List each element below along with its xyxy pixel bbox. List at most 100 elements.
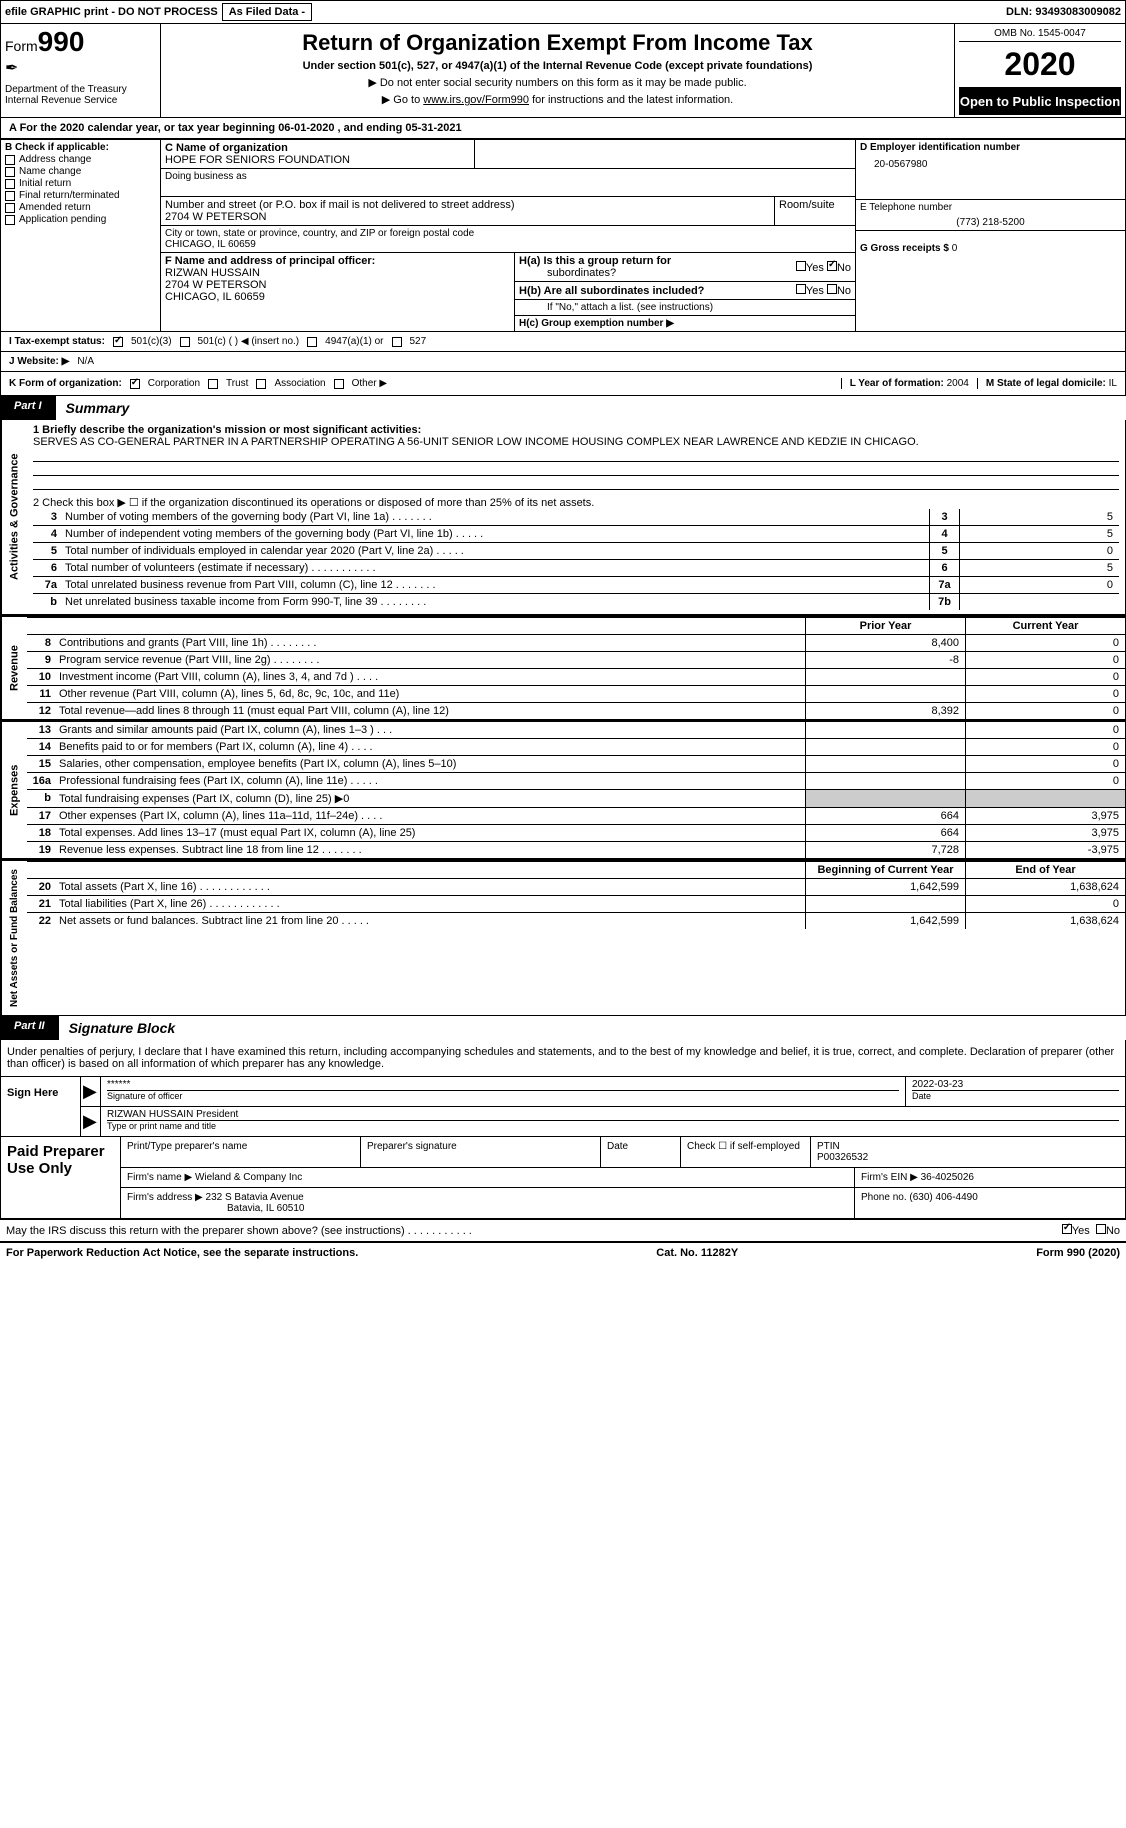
form-header: Form990 ✒ Department of the Treasury Int…	[0, 24, 1126, 117]
summary-line: 3Number of voting members of the governi…	[33, 509, 1119, 525]
cat-no: Cat. No. 11282Y	[656, 1247, 738, 1259]
netasset-line: 21Total liabilities (Part X, line 26) . …	[27, 895, 1125, 912]
revenue-line: 10Investment income (Part VIII, column (…	[27, 668, 1125, 685]
asfiled-box: As Filed Data -	[222, 3, 312, 21]
city-label: City or town, state or province, country…	[165, 228, 851, 239]
corp-cb[interactable]	[130, 379, 140, 389]
officer-name: RIZWAN HUSSAIN President	[107, 1109, 1119, 1121]
f-label: F Name and address of principal officer:	[165, 255, 510, 267]
expense-line: 17Other expenses (Part IX, column (A), l…	[27, 807, 1125, 824]
paperwork: For Paperwork Reduction Act Notice, see …	[6, 1247, 358, 1259]
501c-cb[interactable]	[180, 337, 190, 347]
row-A: A For the 2020 calendar year, or tax yea…	[0, 117, 1126, 139]
efile-text: efile GRAPHIC print - DO NOT PROCESS	[5, 6, 218, 18]
revenue-line: 9Program service revenue (Part VIII, lin…	[27, 651, 1125, 668]
stars: ******	[107, 1079, 899, 1091]
check-if: Check ☐ if self-employed	[681, 1137, 811, 1167]
e-label: E Telephone number	[860, 202, 1121, 213]
expenses-section: Expenses 13Grants and similar amounts pa…	[0, 720, 1126, 859]
expense-line: 19Revenue less expenses. Subtract line 1…	[27, 841, 1125, 858]
discuss-row: May the IRS discuss this return with the…	[0, 1219, 1126, 1241]
b-checkbox[interactable]	[5, 179, 15, 189]
sig-date: 2022-03-23	[912, 1079, 1119, 1091]
vert-rev: Revenue	[1, 617, 27, 719]
expense-line: 18Total expenses. Add lines 13–17 (must …	[27, 824, 1125, 841]
expense-line: 14Benefits paid to or for members (Part …	[27, 738, 1125, 755]
g-label: G Gross receipts $	[860, 243, 949, 254]
city: CHICAGO, IL 60659	[165, 239, 851, 250]
mission: SERVES AS CO-GENERAL PARTNER IN A PARTNE…	[33, 436, 1119, 448]
firm-ein: 36-4025026	[921, 1172, 974, 1183]
section-bcdefgh: B Check if applicable: Address changeNam…	[0, 139, 1126, 332]
other-cb[interactable]	[334, 379, 344, 389]
declaration: Under penalties of perjury, I declare th…	[0, 1040, 1126, 1077]
irs: Internal Revenue Service	[5, 95, 156, 106]
expense-line: 16aProfessional fundraising fees (Part I…	[27, 772, 1125, 789]
prep-sig-label: Preparer's signature	[361, 1137, 601, 1167]
dba-label: Doing business as	[161, 169, 855, 197]
addr: 2704 W PETERSON	[165, 211, 770, 223]
part1-box: Part I	[0, 396, 56, 420]
addr-label: Number and street (or P.O. box if mail i…	[165, 199, 770, 211]
revenue-line: 12Total revenue—add lines 8 through 11 (…	[27, 702, 1125, 719]
bcy-header: Beginning of Current Year	[805, 862, 965, 878]
revenue-line: 11Other revenue (Part VIII, column (A), …	[27, 685, 1125, 702]
row-K: K Form of organization: Corporation Trus…	[0, 372, 1126, 396]
netassets-section: Net Assets or Fund Balances Beginning of…	[0, 859, 1126, 1016]
dept: Department of the Treasury	[5, 84, 156, 95]
b-checkbox[interactable]	[5, 191, 15, 201]
netasset-line: 22Net assets or fund balances. Subtract …	[27, 912, 1125, 929]
discuss-no-cb[interactable]	[1096, 1224, 1106, 1234]
summary-line: bNet unrelated business taxable income f…	[33, 593, 1119, 610]
b-label: B Check if applicable:	[5, 142, 156, 153]
arrow-icon: ▶	[81, 1077, 101, 1106]
eoy-header: End of Year	[965, 862, 1125, 878]
form990-link[interactable]: www.irs.gov/Form990	[423, 94, 529, 106]
ein: 20-0567980	[874, 159, 1121, 170]
org-name: HOPE FOR SENIORS FOUNDATION	[165, 154, 470, 166]
omb: OMB No. 1545-0047	[959, 26, 1121, 42]
ha-no-cb[interactable]	[827, 261, 837, 271]
d-label: D Employer identification number	[860, 142, 1121, 153]
b-checkbox[interactable]	[5, 155, 15, 165]
form-title: Return of Organization Exempt From Incom…	[165, 30, 950, 56]
form-ref: Form 990 (2020)	[1036, 1247, 1120, 1259]
tax-year: 2020	[959, 42, 1121, 88]
top-bar: efile GRAPHIC print - DO NOT PROCESS As …	[0, 0, 1126, 24]
discuss-yes-cb[interactable]	[1062, 1224, 1072, 1234]
b-checkbox[interactable]	[5, 167, 15, 177]
dln: DLN: 93493083009082	[1006, 6, 1121, 18]
line2: 2 Check this box ▶ ☐ if the organization…	[33, 496, 1119, 509]
sig-officer-label: Signature of officer	[107, 1091, 899, 1101]
hc-label: H(c) Group exemption number ▶	[515, 316, 855, 331]
row-I: I Tax-exempt status: 501(c)(3) 501(c) ( …	[0, 332, 1126, 352]
prep-name-label: Print/Type preparer's name	[121, 1137, 361, 1167]
expense-line: 13Grants and similar amounts paid (Part …	[27, 722, 1125, 738]
instr2: ▶ Go to www.irs.gov/Form990 for instruct…	[165, 93, 950, 106]
hb-yes-cb[interactable]	[796, 284, 806, 294]
501c3-cb[interactable]	[113, 337, 123, 347]
activities-governance: Activities & Governance 1 Briefly descri…	[0, 420, 1126, 615]
b-checkbox[interactable]	[5, 203, 15, 213]
f-name: RIZWAN HUSSAIN	[165, 267, 510, 279]
date-label: Date	[912, 1091, 1119, 1101]
preparer-label: Paid Preparer Use Only	[1, 1137, 121, 1218]
ha-yes-cb[interactable]	[796, 261, 806, 271]
part2-box: Part II	[0, 1016, 59, 1040]
assoc-cb[interactable]	[256, 379, 266, 389]
open-public: Open to Public Inspection	[959, 88, 1121, 115]
sign-here-label: Sign Here	[1, 1077, 81, 1136]
form-subtitle: Under section 501(c), 527, or 4947(a)(1)…	[165, 60, 950, 72]
527-cb[interactable]	[392, 337, 402, 347]
trust-cb[interactable]	[208, 379, 218, 389]
row-J: J Website: ▶ N/A	[0, 352, 1126, 372]
part2-title: Signature Block	[59, 1016, 186, 1040]
b-checkbox[interactable]	[5, 215, 15, 225]
4947-cb[interactable]	[307, 337, 317, 347]
hb-no-cb[interactable]	[827, 284, 837, 294]
discuss-text: May the IRS discuss this return with the…	[6, 1225, 472, 1237]
firm-addr2: Batavia, IL 60510	[227, 1203, 304, 1214]
prior-year-header: Prior Year	[805, 618, 965, 634]
g-val: 0	[952, 243, 958, 254]
footer: For Paperwork Reduction Act Notice, see …	[0, 1241, 1126, 1263]
